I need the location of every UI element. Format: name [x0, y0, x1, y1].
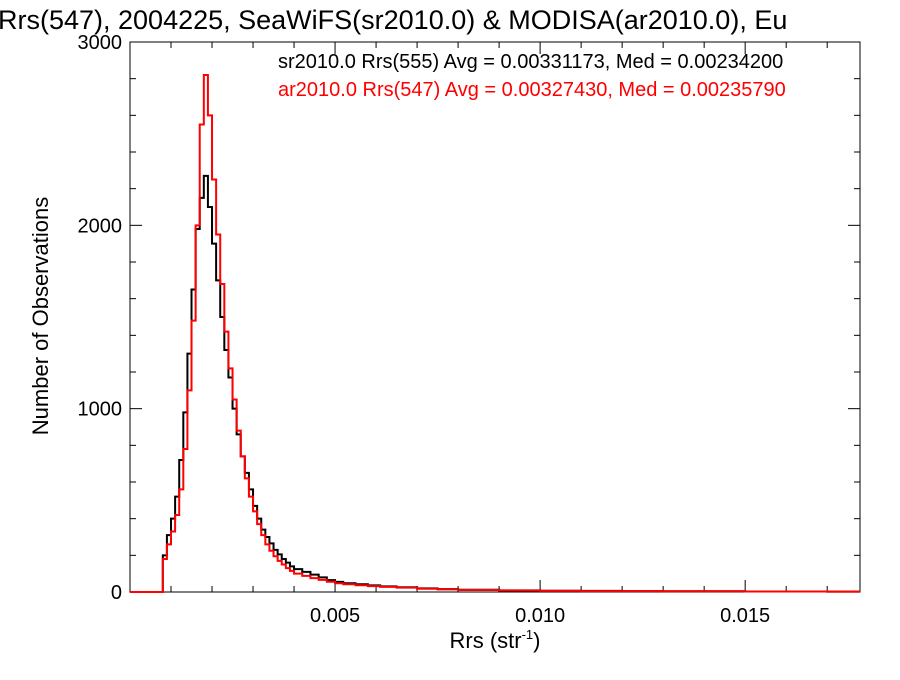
- legend-entry-series-2: ar2010.0 Rrs(547) Avg = 0.00327430, Med …: [278, 79, 786, 101]
- x-axis-label-close: ): [533, 628, 540, 653]
- series-lines: [130, 74, 860, 593]
- x-axis-label-superscript: -1: [522, 627, 534, 642]
- legend-entry-series-1: sr2010.0 Rrs(555) Avg = 0.00331173, Med …: [278, 51, 783, 73]
- legend: sr2010.0 Rrs(555) Avg = 0.00331173, Med …: [278, 51, 786, 101]
- series-line-1: [130, 174, 860, 593]
- x-axis-label-main: Rrs (str: [450, 628, 522, 653]
- axes: 0.005 0.010 0.015 0 1000 2000 3000: [78, 32, 861, 627]
- x-tick-label: 0.005: [310, 605, 360, 627]
- y-axis-label: Number of Observations: [28, 197, 53, 435]
- y-tick-label: 1000: [78, 399, 123, 421]
- series-line-2: [130, 74, 860, 593]
- y-tick-label: 3000: [78, 32, 123, 54]
- x-axis-label: Rrs (str-1): [450, 627, 541, 653]
- y-tick-label: 2000: [78, 215, 123, 237]
- x-tick-label: 0.010: [515, 605, 565, 627]
- y-tick-label: 0: [111, 582, 122, 604]
- x-tick-label: 0.015: [720, 605, 770, 627]
- chart-title: Rrs(547), 2004225, SeaWiFS(sr2010.0) & M…: [0, 5, 787, 35]
- plot-frame: [129, 41, 861, 593]
